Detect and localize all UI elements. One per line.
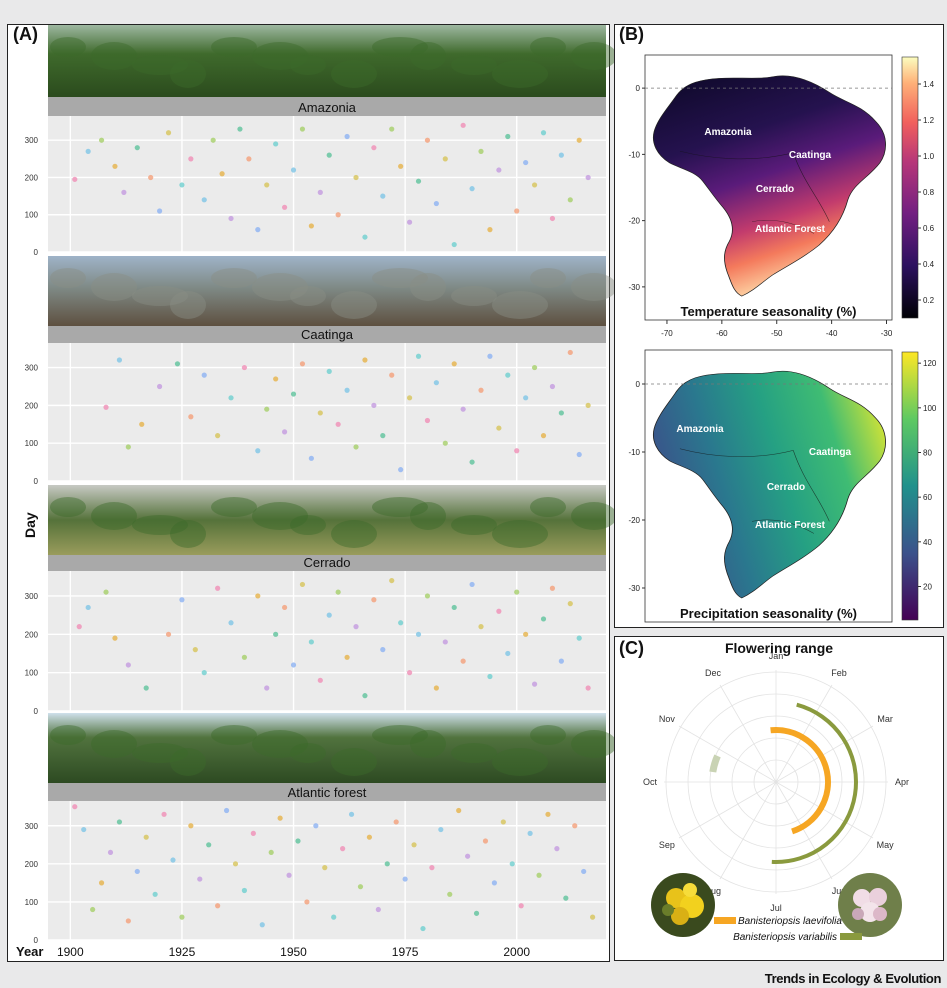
journal-footer: Trends in Ecology & Evolution (764, 971, 942, 986)
panel-a (7, 24, 610, 962)
panel-c (614, 636, 944, 961)
flowering-range-title: Flowering range (724, 640, 834, 656)
panel-b (614, 24, 944, 628)
panel-c-label: (C) (619, 638, 644, 658)
panel-b-label: (B) (619, 24, 644, 44)
panel-a-label: (A) (13, 24, 38, 44)
